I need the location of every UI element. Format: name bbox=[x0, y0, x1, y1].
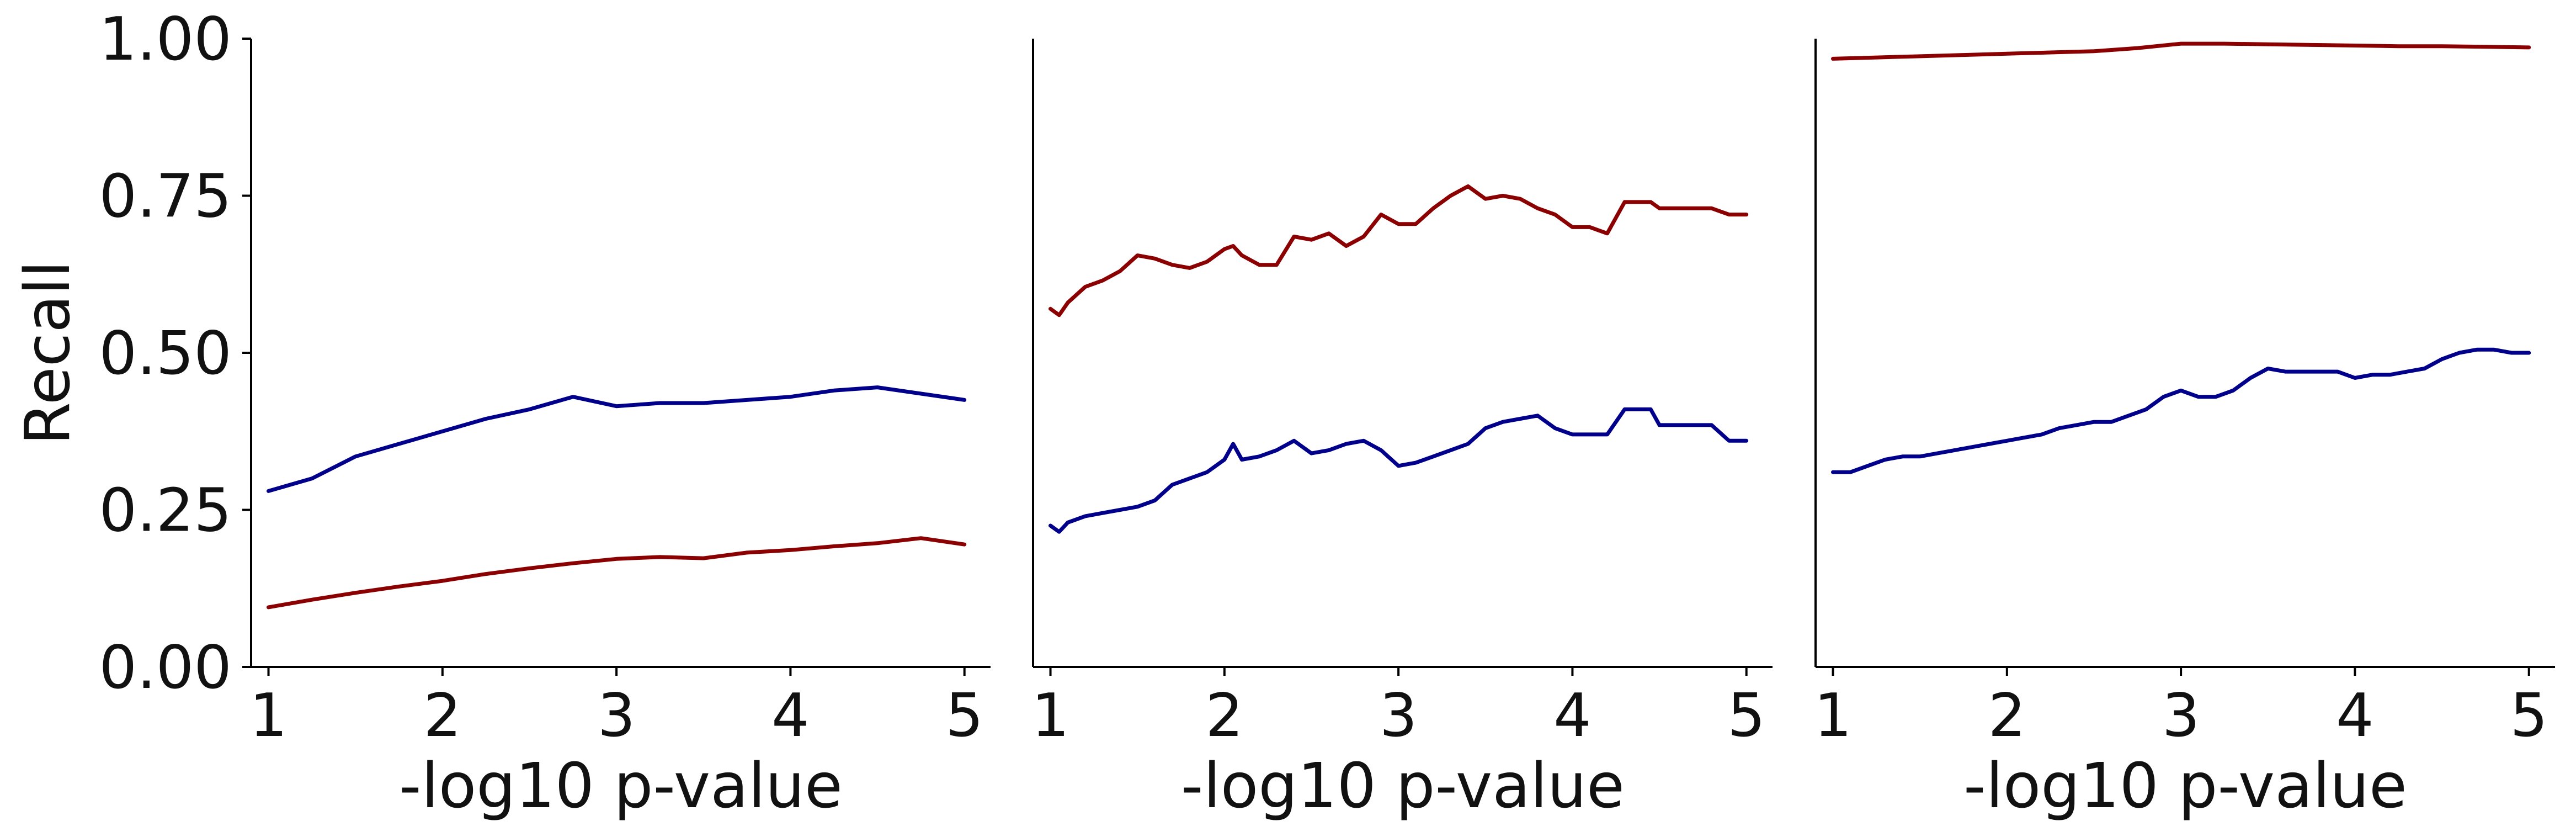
x-tick-label: 5 bbox=[945, 681, 983, 750]
series-line-2 bbox=[267, 536, 967, 610]
y-tick-label: 0.50 bbox=[99, 319, 232, 388]
series-line-2 bbox=[1831, 347, 2531, 474]
y-tick-label: 0.75 bbox=[99, 162, 232, 231]
x-tick-label: 3 bbox=[2162, 681, 2200, 750]
x-tick-label: 5 bbox=[2510, 681, 2548, 750]
x-tick-label: 4 bbox=[771, 681, 810, 750]
panel-1: 1 2 3 4 5 0.00 0.25 0.50 0.75 1.00 -log10 p-value R… bbox=[12, 5, 991, 822]
x-axis-title: -log10 p-value bbox=[399, 750, 843, 822]
x-tick-label: 2 bbox=[1988, 681, 2026, 750]
series-line-2 bbox=[1049, 407, 1749, 534]
y-tick-label: 1.00 bbox=[99, 5, 232, 74]
x-tick-label: 5 bbox=[1727, 681, 1765, 750]
x-tick-label: 2 bbox=[423, 681, 461, 750]
x-tick-label: 4 bbox=[1553, 681, 1592, 750]
y-tick-label: 0.00 bbox=[99, 633, 232, 702]
x-tick-label: 3 bbox=[1380, 681, 1418, 750]
x-tick-label: 2 bbox=[1205, 681, 1243, 750]
x-tick-label: 3 bbox=[598, 681, 636, 750]
series-line-1 bbox=[267, 385, 967, 493]
series-line-1 bbox=[1049, 184, 1749, 317]
x-tick-label: 4 bbox=[2336, 681, 2374, 750]
x-tick-label: 1 bbox=[1814, 681, 1852, 750]
panel-3: 1 2 3 4 5 -log10 p-value bbox=[1814, 39, 2555, 822]
x-tick-label: 1 bbox=[249, 681, 288, 750]
y-tick-label: 0.25 bbox=[99, 476, 232, 545]
panel-2: 1 2 3 4 5 -log10 p-value bbox=[1031, 39, 1773, 822]
x-axis-title: -log10 p-value bbox=[1181, 750, 1625, 822]
y-axis-title: Recall bbox=[12, 261, 84, 445]
series-line-1 bbox=[1831, 41, 2531, 61]
x-axis-title: -log10 p-value bbox=[1963, 750, 2407, 822]
x-tick-label: 1 bbox=[1031, 681, 1069, 750]
